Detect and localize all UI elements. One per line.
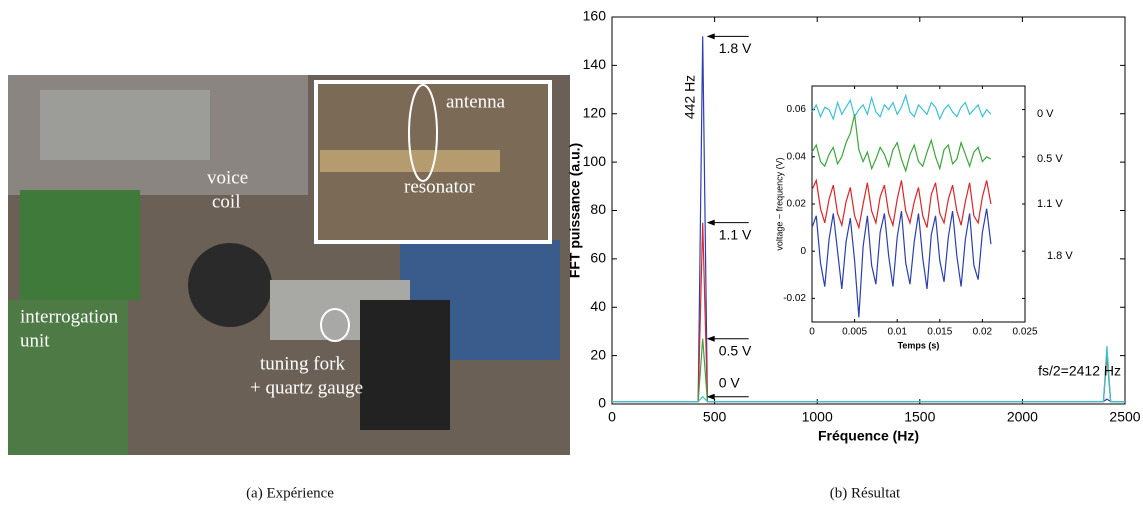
x-tick-label: 0 [608,409,616,425]
series-line [612,345,1125,403]
y-tick-label: 0 [800,246,806,257]
photo-label: antenna [446,91,506,112]
series-label: 1.1 V [719,226,752,242]
y-tick-label: 60 [590,250,606,266]
y-tick-label: 120 [583,104,607,120]
photo-board [20,190,140,300]
annotation: fs/2=2412 Hz [1038,363,1121,379]
caption: (a) Expérience [246,485,334,501]
y-tick-label: 40 [590,298,606,314]
arrow-head [706,33,715,40]
x-tick-label: 1500 [904,409,935,425]
plot-area [811,85,1026,323]
arrow-head [706,335,715,342]
y-axis-label: FFT puissance (a.u.) [567,143,583,278]
annotation: 442 Hz [681,75,697,119]
y-tick-label: 100 [583,153,607,169]
photo-coil [188,243,272,327]
photo-vise [8,300,128,455]
photo-inset-fork [320,150,500,172]
y-tick-label: 0 [598,395,606,411]
x-tick-label: 0 [809,327,815,338]
photo-mount [360,300,450,430]
y-tick-label: 80 [590,201,606,217]
series-label: 0.5 V [719,342,752,358]
photo-label: voice [207,167,248,188]
x-tick-label: 0.005 [842,327,867,338]
series-label: 0.5 V [1037,153,1063,165]
photo-label: + quartz gauge [250,377,363,398]
y-axis-label: voltage ~ frequency (V) [774,157,784,250]
arrow-head [706,393,715,400]
y-tick-label: 0.02 [787,199,807,210]
series-label: 1.1 V [1037,198,1063,210]
photo-device [40,90,210,160]
x-axis-label: Fréquence (Hz) [818,428,919,444]
photo-label: resonator [404,176,475,197]
y-tick-label: 0.04 [787,151,807,162]
series-line [811,208,992,318]
x-tick-label: 2500 [1109,409,1140,425]
y-tick-label: 0.06 [787,104,807,115]
x-tick-label: 0.015 [927,327,952,338]
photo-label: interrogation [20,306,119,327]
caption: (b) Résultat [830,485,901,501]
x-tick-label: 500 [703,409,727,425]
series-line [811,93,992,121]
photo-label: tuning fork [260,353,345,374]
photo-inset-ellipse [408,84,438,182]
series-line [811,178,992,230]
x-tick-label: 0.025 [1012,327,1037,338]
x-tick-label: 0.01 [887,327,907,338]
series-label: 1.8 V [719,40,752,56]
arrow-head [706,219,715,226]
series-label: 0 V [719,374,741,390]
x-tick-label: 0.02 [973,327,993,338]
photo: antenna resonator voice coil interrogati… [8,75,570,455]
x-axis-label: Temps (s) [898,340,940,350]
photo-circle [320,308,350,342]
y-tick-label: 160 [583,8,607,24]
y-tick-label: 140 [583,56,607,72]
series-line [811,114,992,173]
series-label: 1.8 V [1047,250,1073,262]
y-tick-label: -0.02 [783,293,806,304]
x-tick-label: 2000 [1007,409,1038,425]
photo-label: coil [212,191,241,212]
y-tick-label: 20 [590,346,606,362]
series-label: 0 V [1037,108,1054,120]
x-tick-label: 1000 [802,409,833,425]
photo-label: unit [20,330,50,351]
